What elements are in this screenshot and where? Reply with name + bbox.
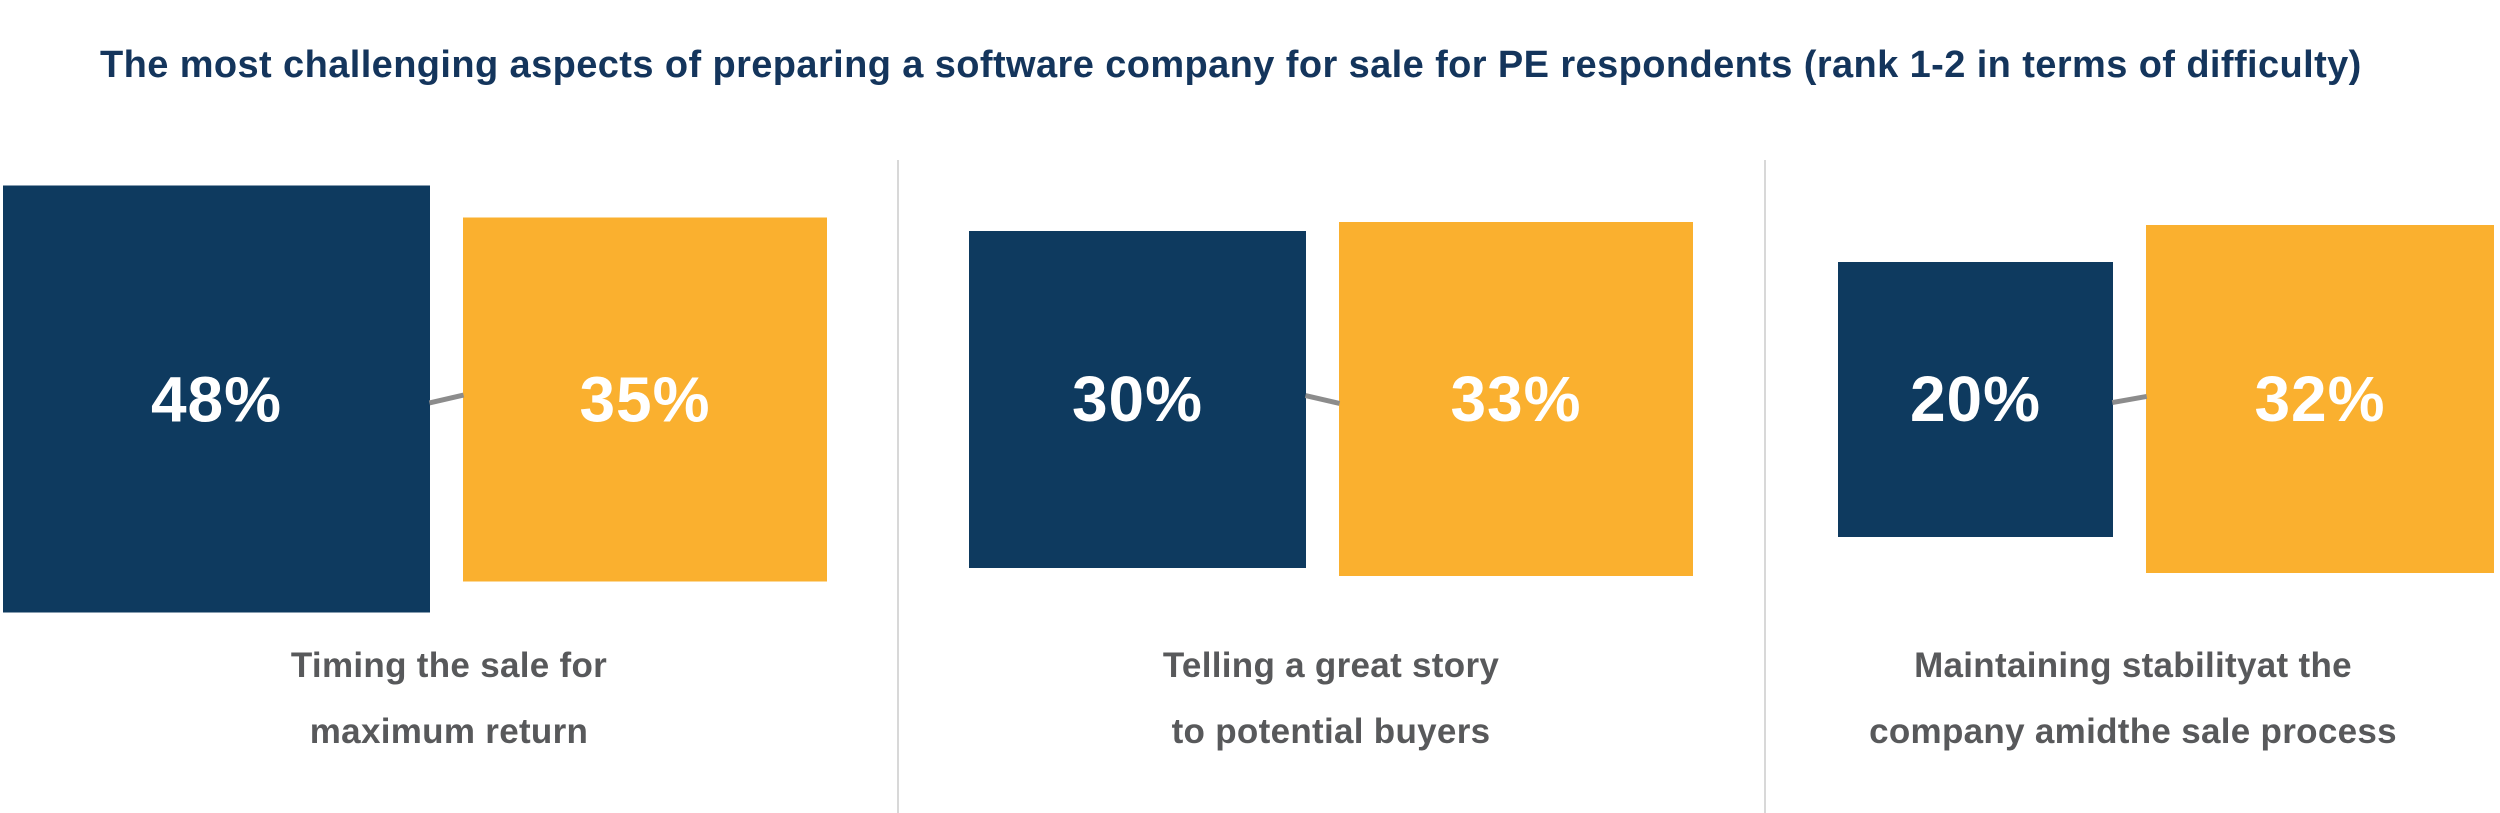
chart-group-timing: 48% 35%	[3, 185, 827, 613]
amber-square-value: 35%	[579, 363, 711, 435]
chart-group-stability: 20% 32%	[1838, 225, 2494, 573]
navy-square-value: 48%	[150, 363, 283, 435]
navy-square-value: 20%	[1909, 363, 2042, 435]
caption-line-1: Maintaining stabilityat the	[1914, 646, 2352, 685]
caption-line-2: maximum return	[309, 712, 589, 751]
navy-square-value: 30%	[1071, 363, 1204, 435]
amber-square: 35%	[463, 217, 827, 581]
column-divider-2	[1764, 160, 1766, 813]
amber-square-value: 33%	[1450, 363, 1582, 435]
connector-line	[428, 392, 465, 406]
amber-square-value: 32%	[2254, 363, 2386, 435]
caption-line-2: to potential buyers	[1171, 712, 1491, 751]
category-caption-stability: Maintaining stabilityat the company amid…	[1703, 633, 2500, 765]
navy-square: 20%	[1838, 261, 2113, 537]
category-caption-story: Telling a great story to potential buyer…	[901, 633, 1761, 765]
chart-group-story: 30% 33%	[969, 222, 1693, 576]
connector-line	[1304, 392, 1341, 406]
category-caption-timing: Timing the sale for maximum return	[19, 633, 879, 765]
chart-title: The most challenging aspects of preparin…	[100, 44, 2362, 86]
amber-square: 32%	[2146, 225, 2494, 573]
caption-line-2: company amidthe sale process	[1869, 712, 2397, 751]
connector-line	[2111, 393, 2148, 405]
caption-line-1: Timing the sale for	[290, 646, 608, 685]
amber-square: 33%	[1339, 222, 1693, 576]
caption-line-1: Telling a great story	[1162, 646, 1500, 685]
navy-square: 48%	[3, 185, 430, 613]
navy-square: 30%	[969, 230, 1306, 568]
column-divider-1	[897, 160, 899, 813]
